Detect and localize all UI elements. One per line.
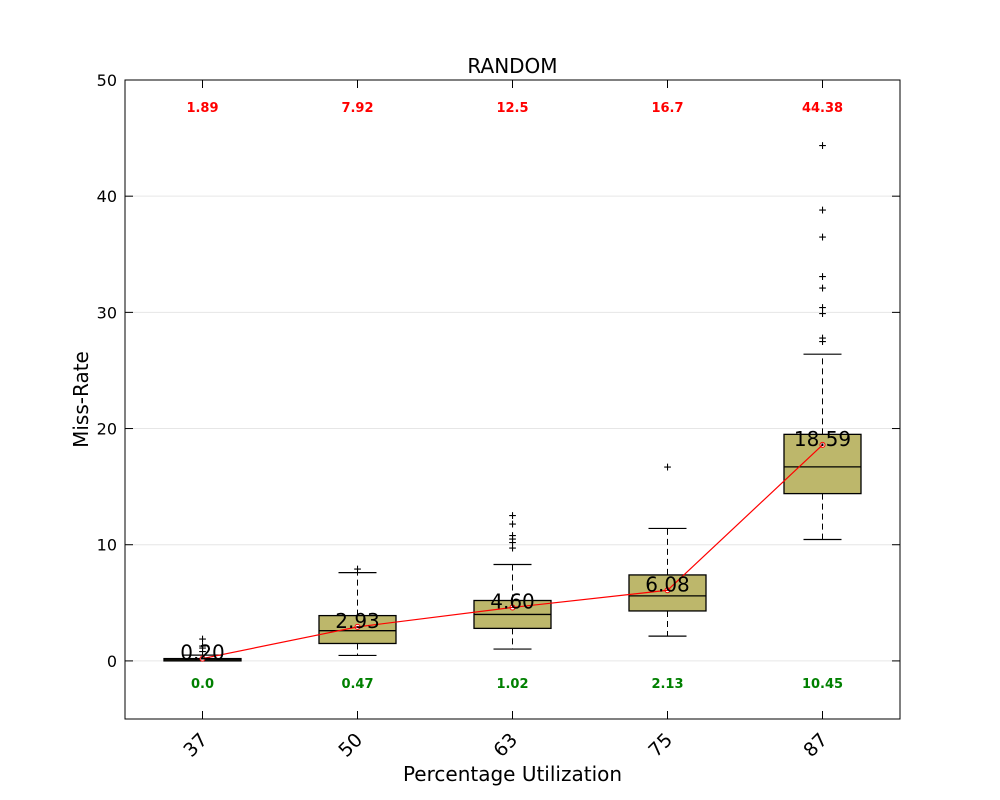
outlier-marker: + — [509, 509, 517, 524]
y-axis-title: Miss-Rate — [69, 351, 93, 448]
grid-lines — [125, 79, 900, 662]
outlier-marker: + — [819, 334, 827, 349]
outlier-marker: + — [509, 532, 517, 547]
outlier-marker: + — [199, 645, 207, 660]
outlier-marker: + — [199, 639, 207, 654]
outlier-marker: + — [509, 535, 517, 550]
box-63: ++++++ — [473, 509, 552, 650]
min-value-label: 10.45 — [802, 677, 843, 692]
x-tick-label: 87 — [799, 729, 832, 762]
y-tick-label: 40 — [97, 187, 117, 206]
mean-value-label: 4.60 — [490, 589, 535, 613]
outlier-marker: + — [509, 541, 517, 556]
box-50: + — [318, 562, 397, 657]
x-tick-label: 37 — [179, 729, 212, 762]
outlier-marker: + — [354, 562, 362, 577]
max-value-label: 7.92 — [341, 101, 373, 116]
outlier-marker: + — [819, 307, 827, 322]
min-value-label: 2.13 — [651, 677, 683, 692]
box-75: + — [628, 460, 707, 637]
min-value-label: 1.02 — [496, 677, 528, 692]
max-value-label: 44.38 — [802, 101, 843, 116]
x-tick-label: 63 — [489, 729, 522, 762]
x-tick-label: 50 — [334, 729, 367, 762]
mean-value-label: 0.20 — [180, 641, 225, 665]
mean-value-label: 2.93 — [335, 609, 380, 633]
max-value-label: 16.7 — [651, 101, 683, 116]
outlier-marker: + — [509, 517, 517, 532]
outlier-marker: + — [819, 138, 827, 153]
outlier-marker: + — [819, 230, 827, 245]
label-layer: 0.20 1.89 0.0 2.93 7.92 0.47 4.60 12.5 1.02 6.08 1… — [180, 101, 851, 692]
max-value-label: 12.5 — [496, 101, 528, 116]
y-tick-label: 0 — [107, 652, 117, 671]
min-value-label: 0.47 — [341, 677, 373, 692]
outlier-marker: + — [664, 460, 672, 475]
outlier-marker: + — [819, 203, 827, 218]
min-value-label: 0.0 — [191, 677, 214, 692]
y-tick-label: 30 — [97, 303, 117, 322]
outlier-marker: + — [819, 301, 827, 316]
y-tick-label: 10 — [97, 536, 117, 555]
y-tick-label: 50 — [97, 71, 117, 90]
y-tick-label: 20 — [97, 420, 117, 439]
mean-value-label: 18.59 — [794, 427, 851, 451]
box-layer: +++++++++++++++++++++ — [163, 138, 862, 662]
box-87: +++++++++ — [783, 138, 862, 541]
outlier-marker: + — [819, 269, 827, 284]
outlier-marker: + — [199, 632, 207, 647]
chart-title: RANDOM — [467, 54, 557, 78]
outlier-marker: + — [819, 281, 827, 296]
x-axis-title: Percentage Utilization — [403, 762, 622, 786]
mean-value-label: 6.08 — [645, 572, 690, 596]
outlier-marker: + — [819, 331, 827, 346]
max-value-label: 1.89 — [186, 101, 218, 116]
mean-trend-line — [202, 444, 823, 660]
outlier-marker: + — [199, 641, 207, 656]
outlier-marker: + — [509, 528, 517, 543]
x-tick-label: 75 — [644, 729, 677, 762]
